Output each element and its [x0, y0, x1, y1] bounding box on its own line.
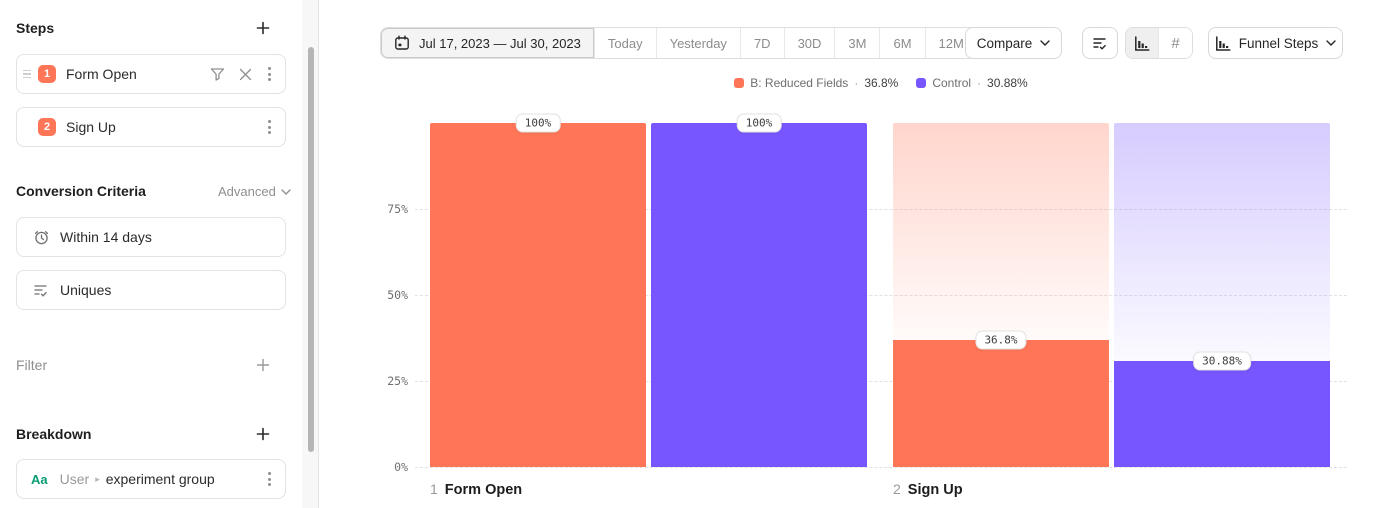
view-mode-label: Funnel Steps — [1238, 35, 1319, 51]
plus-icon — [256, 358, 270, 372]
conversion-window-card[interactable]: Within 14 days — [16, 217, 286, 257]
preset-7d[interactable]: 7D — [740, 28, 785, 58]
step-name: Sign Up — [907, 482, 963, 498]
gridline-0 — [415, 467, 1347, 468]
chevron-down-icon — [1326, 40, 1336, 46]
bar-chart-icon — [1215, 35, 1231, 51]
filter-funnel-icon[interactable] — [210, 67, 225, 82]
date-range-button[interactable]: Jul 17, 2023 — Jul 30, 2023 — [381, 28, 595, 58]
counting-method-label: Uniques — [60, 282, 112, 298]
bar-chart-icon — [1135, 35, 1150, 51]
bar-sign-up-b-reduced-fields[interactable] — [893, 340, 1109, 467]
step-label: Form Open — [66, 66, 137, 82]
bar-value-badge: 36.8% — [975, 330, 1027, 350]
breakdown-card[interactable]: Aa User ▸ experiment group — [16, 459, 286, 499]
plus-icon — [256, 427, 270, 441]
x-axis-step-label-form-open: 1 Form Open — [430, 481, 522, 498]
list-check-icon — [1092, 37, 1106, 50]
bar-value-badge: 100% — [515, 113, 561, 133]
chevron-down-icon — [281, 188, 291, 195]
add-filter-button[interactable] — [249, 353, 277, 377]
list-check-icon — [33, 283, 50, 298]
advanced-label: Advanced — [218, 184, 276, 199]
preset-3m[interactable]: 3M — [835, 28, 881, 58]
step-number: 1 — [430, 481, 438, 497]
gridline-25 — [415, 381, 1347, 382]
drag-handle-icon[interactable] — [23, 69, 33, 79]
compare-button[interactable]: Compare — [965, 27, 1062, 59]
chart-type-segmented-control: # — [1125, 27, 1193, 59]
calendar-icon — [395, 35, 409, 50]
query-builder-sidebar: Steps 1 Form Open 2 Sign Up Conversion C… — [0, 0, 319, 508]
conversion-criteria-heading: Conversion Criteria — [16, 183, 146, 199]
y-axis-tick-label: 0% — [394, 460, 408, 474]
bar-ghost-sign-up-control — [1114, 123, 1330, 361]
chevron-right-icon: ▸ — [95, 473, 100, 484]
chart-legend: B: Reduced Fields · 36.8% Control · 30.8… — [415, 76, 1347, 90]
bar-form-open-b-reduced-fields[interactable] — [430, 123, 646, 467]
bar-form-open-control[interactable] — [651, 123, 867, 467]
number-view-button[interactable]: # — [1159, 28, 1192, 58]
conversion-window-label: Within 14 days — [60, 229, 152, 245]
y-axis-tick-label: 25% — [387, 374, 408, 388]
y-axis-tick-label: 50% — [387, 288, 408, 302]
bar-ghost-sign-up-b-reduced-fields — [893, 123, 1109, 341]
breakdown-kebab-menu-icon[interactable] — [266, 468, 273, 490]
counting-toggle-button[interactable] — [1082, 27, 1118, 59]
bar-sign-up-control[interactable] — [1114, 360, 1330, 467]
funnel-chart: 0% 25% 50% 75% 100% 100% 1 Form Open 36.8% 30.88%… — [319, 0, 1400, 508]
legend-item-control[interactable]: Control · 30.88% — [916, 76, 1028, 90]
date-range-label: Jul 17, 2023 — Jul 30, 2023 — [419, 35, 581, 51]
sidebar-scrollbar-thumb[interactable] — [308, 47, 314, 452]
preset-today[interactable]: Today — [594, 28, 657, 58]
legend-separator: · — [854, 76, 859, 90]
legend-value: 30.88% — [987, 76, 1028, 90]
step-number-badge: 1 — [38, 65, 56, 83]
step-card-form-open[interactable]: 1 Form Open — [16, 54, 286, 94]
y-axis-tick-label: 75% — [387, 202, 408, 216]
step-number-badge: 2 — [38, 118, 56, 136]
chevron-down-icon — [1040, 40, 1050, 46]
preset-30d[interactable]: 30D — [784, 28, 836, 58]
breakdown-scope: User — [59, 471, 90, 487]
add-breakdown-button[interactable] — [249, 422, 277, 446]
bar-chart-view-button[interactable] — [1126, 28, 1159, 58]
step-card-sign-up[interactable]: 2 Sign Up — [16, 107, 286, 147]
steps-heading: Steps — [16, 20, 55, 36]
x-axis-step-label-sign-up: 2 Sign Up — [893, 481, 963, 498]
gridline-75 — [415, 209, 1347, 210]
drag-handle-icon — [23, 123, 33, 132]
counting-method-card[interactable]: Uniques — [16, 270, 286, 310]
breakdown-property: experiment group — [105, 471, 215, 487]
string-type-icon: Aa — [31, 471, 48, 487]
bar-value-badge: 30.88% — [1193, 351, 1251, 371]
advanced-dropdown[interactable]: Advanced — [218, 184, 291, 199]
legend-separator: · — [977, 76, 982, 90]
bar-value-badge: 100% — [736, 113, 782, 133]
add-step-button[interactable] — [249, 16, 277, 40]
step-number: 2 — [893, 481, 901, 497]
remove-step-icon[interactable] — [239, 68, 252, 81]
plus-icon — [256, 21, 270, 35]
filter-heading: Filter — [16, 357, 48, 373]
breakdown-heading: Breakdown — [16, 426, 92, 442]
step-kebab-menu-icon[interactable] — [266, 63, 273, 85]
legend-label: B: Reduced Fields — [750, 76, 849, 90]
legend-label: Control — [932, 76, 972, 90]
clock-icon — [33, 229, 50, 246]
step-label: Sign Up — [66, 119, 116, 135]
legend-item-b-reduced-fields[interactable]: B: Reduced Fields · 36.8% — [734, 76, 898, 90]
step-kebab-menu-icon[interactable] — [266, 116, 273, 138]
preset-6m[interactable]: 6M — [880, 28, 926, 58]
step-name: Form Open — [444, 482, 523, 498]
report-main-area: Jul 17, 2023 — Jul 30, 2023 Today Yester… — [319, 0, 1400, 508]
gridline-50 — [415, 295, 1347, 296]
funnel-steps-dropdown[interactable]: Funnel Steps — [1208, 27, 1343, 59]
date-range-segmented-control: Jul 17, 2023 — Jul 30, 2023 Today Yester… — [380, 27, 978, 59]
legend-value: 36.8% — [864, 76, 899, 90]
preset-yesterday[interactable]: Yesterday — [656, 28, 741, 58]
legend-swatch — [916, 78, 927, 88]
legend-swatch — [734, 78, 745, 88]
compare-label: Compare — [976, 35, 1033, 51]
